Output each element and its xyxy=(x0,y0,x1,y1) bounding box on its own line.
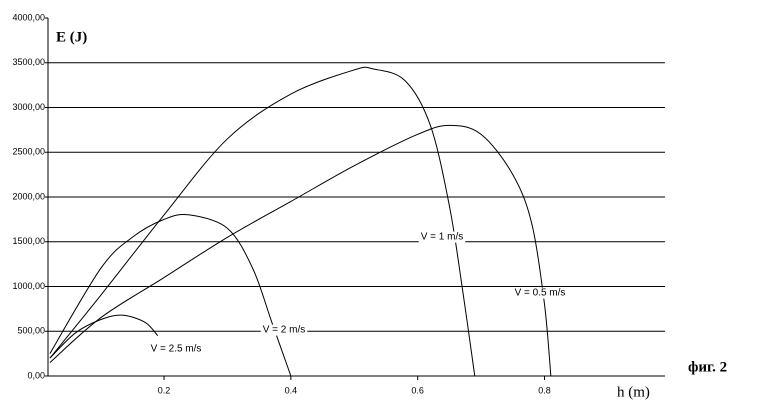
figure-label: фиг. 2 xyxy=(688,359,727,375)
series-label-bg xyxy=(512,287,568,299)
x-tick-label: 0.4 xyxy=(285,385,298,395)
y-tick-label: 1000,00 xyxy=(12,281,45,291)
series-label: V = 2 m/s xyxy=(263,325,306,336)
y-tick-label: 3000,00 xyxy=(12,102,45,112)
x-tick-label: 0.2 xyxy=(158,385,171,395)
y-tick-label: 2500,00 xyxy=(12,147,45,157)
y-tick-label: 3500,00 xyxy=(12,57,45,67)
y-tick-label: 500,00 xyxy=(17,326,45,336)
y-tick-label: 0,00 xyxy=(27,370,45,380)
y-tick-label: 2000,00 xyxy=(12,191,45,201)
x-axis-title: h (m) xyxy=(617,384,650,400)
series-label: V = 1 m/s xyxy=(421,232,464,243)
y-tick-label: 1500,00 xyxy=(12,236,45,246)
series-label-bg xyxy=(260,324,308,336)
line xyxy=(49,124,552,377)
y-axis-title: E (J) xyxy=(56,29,87,45)
series-label-bg xyxy=(148,343,204,355)
line xyxy=(49,314,159,359)
line xyxy=(49,213,292,377)
series-label-bg xyxy=(418,231,466,243)
x-tick-label: 0.8 xyxy=(538,385,551,395)
line xyxy=(49,66,476,377)
x-tick-label: 0.6 xyxy=(411,385,424,395)
series-label: V = 0.5 m/s xyxy=(515,288,566,299)
y-tick-label: 4000,00 xyxy=(12,12,45,22)
series-label: V = 2.5 m/s xyxy=(151,344,202,355)
